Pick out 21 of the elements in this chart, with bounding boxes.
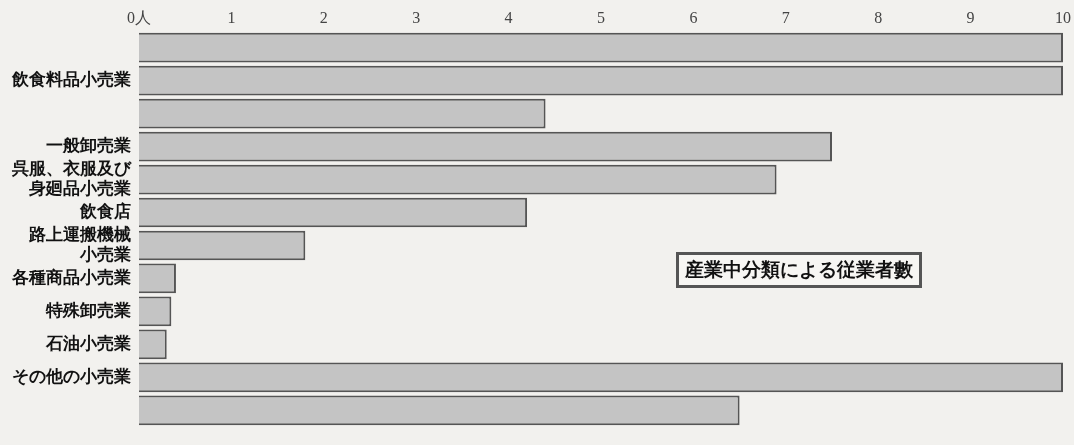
- x-tick-label: 2: [319, 8, 328, 26]
- x-tick-label: 1: [227, 8, 236, 26]
- x-tick-label: 9: [966, 8, 975, 26]
- y-tick-label: 飲食料品小売業: [11, 69, 131, 90]
- x-tick-label: 10: [1055, 8, 1071, 26]
- y-tick-label: その他の小売業: [12, 365, 131, 386]
- x-tick-label: 4: [504, 8, 513, 26]
- text: 産業中分類による従業者數: [676, 252, 922, 288]
- x-tick-label: 5: [597, 8, 605, 26]
- y-tick-label: 飲食店: [79, 200, 131, 221]
- y-tick-label: 各種商品小売業: [11, 266, 131, 287]
- y-tick-label: 路上運搬機械小売業: [28, 223, 131, 265]
- y-tick-label: 特殊卸売業: [45, 299, 131, 320]
- y-tick-label: 石油小売業: [45, 332, 131, 353]
- x-tick-label: 3: [412, 8, 421, 26]
- x-tick-label: 8: [874, 8, 883, 26]
- y-tick-label: 一般卸売業: [46, 135, 131, 156]
- x-tick-label: 7: [781, 8, 790, 26]
- x-tick-label: 6: [689, 8, 698, 26]
- x-tick-label: 0人: [127, 8, 151, 26]
- y-tick-label: 呉服、衣服及び身廻品小売業: [11, 157, 132, 199]
